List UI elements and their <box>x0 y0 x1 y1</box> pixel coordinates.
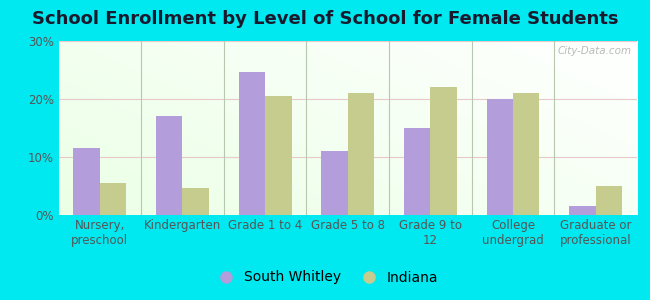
Bar <box>348 93 374 214</box>
Bar <box>73 148 100 214</box>
Text: School Enrollment by Level of School for Female Students: School Enrollment by Level of School for… <box>32 11 618 28</box>
Legend: South Whitley, Indiana: South Whitley, Indiana <box>206 265 444 290</box>
Bar <box>595 185 622 214</box>
Bar <box>321 151 348 214</box>
Bar <box>513 93 540 214</box>
Bar <box>100 183 126 214</box>
Bar <box>239 72 265 214</box>
Text: City-Data.com: City-Data.com <box>557 46 631 56</box>
Bar <box>404 128 430 214</box>
Bar <box>183 188 209 214</box>
Bar <box>265 96 292 214</box>
Bar <box>156 116 183 214</box>
Bar <box>430 87 457 214</box>
Bar <box>569 206 595 214</box>
Bar <box>487 98 513 214</box>
